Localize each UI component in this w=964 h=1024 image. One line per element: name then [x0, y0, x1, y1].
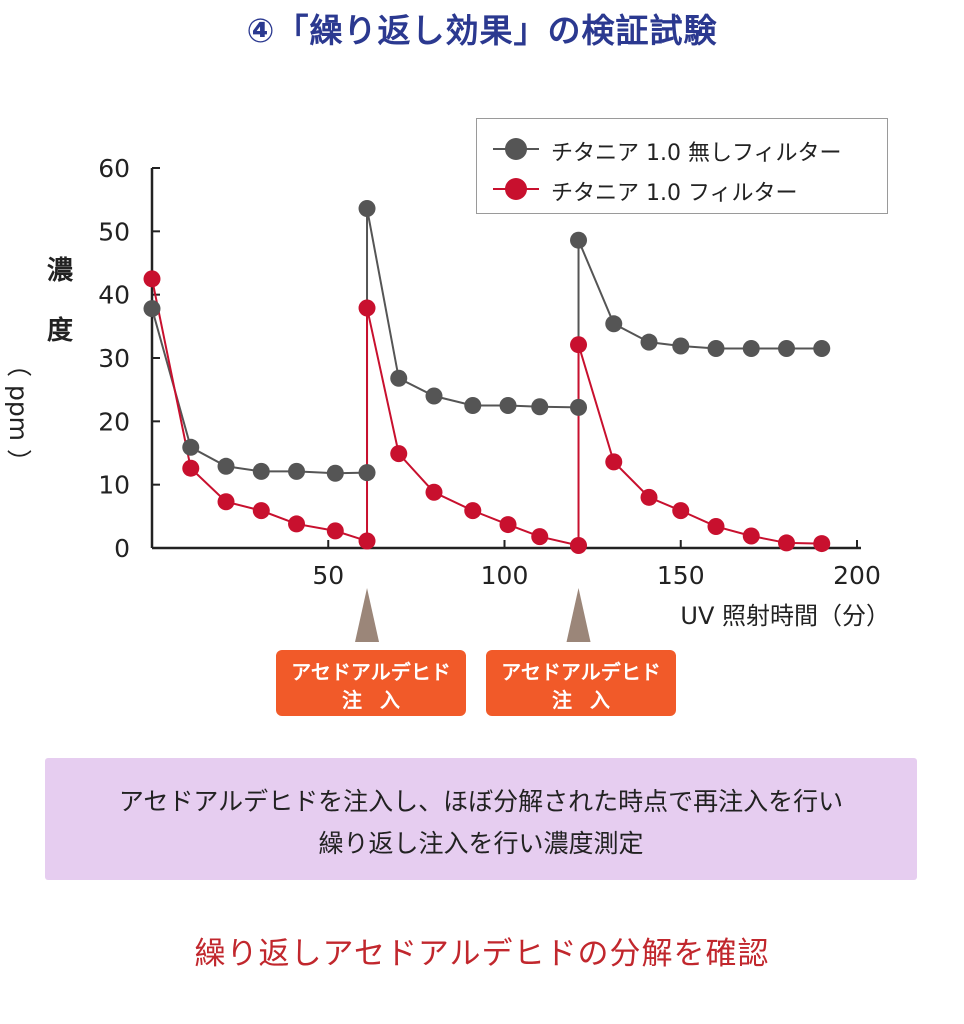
- y-tick-label: 30: [98, 344, 130, 373]
- data-point-series-1: [672, 337, 690, 355]
- data-point-series-1: [390, 369, 408, 387]
- data-point-series-1: [499, 397, 517, 414]
- data-point-series-2: [358, 532, 376, 550]
- data-point-series-2: [640, 488, 658, 506]
- legend-item-no-titania: チタニア 1.0 無しフィルター: [477, 129, 887, 169]
- legend-marker-titania: [505, 178, 527, 200]
- data-point-series-2: [707, 517, 725, 535]
- injection-label-2-line1: アセドアルデヒド: [501, 660, 661, 684]
- legend-marker-no-titania: [505, 138, 527, 160]
- data-point-series-2: [326, 522, 344, 540]
- data-point-series-1: [570, 398, 588, 416]
- data-point-series-2: [288, 515, 306, 533]
- data-point-series-1: [358, 200, 376, 218]
- data-point-series-1: [742, 340, 760, 357]
- description-line-1: アセドアルデヒドを注入し、ほぼ分解された時点で再注入を行い: [118, 787, 844, 816]
- injection-label-2-line2: 注入: [552, 688, 628, 712]
- data-point-series-1: [252, 462, 270, 480]
- data-point-series-2: [778, 534, 795, 552]
- y-axis-unit: （ ppm ）: [4, 352, 33, 474]
- injection-label-1-line1: アセドアルデヒド: [291, 660, 451, 684]
- data-point-series-2: [358, 299, 376, 317]
- x-tick-label: 150: [657, 561, 705, 590]
- data-point-series-1: [358, 464, 376, 482]
- data-point-series-2: [605, 453, 623, 471]
- data-point-series-2: [464, 502, 482, 520]
- data-point-series-1: [288, 462, 306, 480]
- data-point-series-2: [143, 270, 161, 288]
- injection-label-2: アセドアルデヒド 注入: [486, 650, 676, 716]
- injection-label-1-line2: 注入: [342, 688, 418, 712]
- data-point-series-1: [143, 300, 161, 318]
- data-point-series-1: [778, 340, 795, 357]
- data-point-series-2: [499, 516, 517, 534]
- y-tick-label: 0: [114, 534, 130, 563]
- data-point-series-2: [425, 483, 443, 501]
- y-axis-label: 濃 度: [40, 250, 80, 500]
- data-point-series-1: [531, 398, 549, 416]
- series-line-2: [151, 278, 822, 547]
- data-point-series-2: [742, 527, 760, 545]
- data-point-series-2: [182, 459, 200, 477]
- y-tick-label: 50: [98, 217, 130, 246]
- y-axis-label-char-2: 度: [46, 316, 73, 346]
- y-tick-label: 10: [98, 471, 130, 500]
- description-box: アセドアルデヒドを注入し、ほぼ分解された時点で再注入を行い 繰り返し注入を行い濃…: [45, 758, 917, 880]
- series-line-1: [151, 208, 822, 475]
- x-tick-label: 200: [833, 561, 881, 590]
- conclusion-text: 繰り返しアセドアルデヒドの分解を確認: [194, 936, 770, 972]
- data-point-series-2: [672, 502, 690, 520]
- data-point-series-1: [570, 231, 588, 249]
- data-point-series-1: [640, 333, 658, 351]
- data-point-series-1: [182, 438, 200, 456]
- y-axis-label-char-1: 濃: [46, 256, 73, 286]
- data-point-series-2: [570, 336, 588, 354]
- data-point-series-2: [390, 445, 408, 463]
- x-axis-label: UV 照射時間（分）: [680, 602, 890, 630]
- x-tick-label: 100: [481, 561, 529, 590]
- legend-label-no-titania: チタニア 1.0 無しフィルター: [551, 141, 842, 166]
- injection-label-1: アセドアルデヒド 注入: [276, 650, 466, 716]
- y-tick-label: 40: [98, 281, 130, 310]
- data-point-series-1: [425, 387, 443, 405]
- data-point-series-2: [217, 493, 235, 511]
- data-point-series-1: [813, 340, 831, 357]
- data-point-series-2: [813, 535, 831, 553]
- page-title: ④「繰り返し効果」の検証試験: [246, 11, 718, 50]
- injection-arrow: [355, 588, 380, 642]
- data-point-series-2: [252, 502, 270, 520]
- legend-item-titania: チタニア 1.0 フィルター: [477, 169, 887, 209]
- chart-legend: チタニア 1.0 無しフィルター チタニア 1.0 フィルター: [476, 118, 888, 214]
- y-tick-label: 60: [98, 154, 130, 183]
- data-point-series-1: [464, 397, 482, 414]
- x-tick-label: 50: [312, 561, 344, 590]
- data-point-series-1: [707, 340, 725, 357]
- y-tick-label: 20: [98, 407, 130, 436]
- data-point-series-1: [217, 457, 235, 475]
- injection-arrow: [566, 588, 591, 642]
- data-point-series-2: [570, 536, 588, 554]
- data-point-series-1: [605, 315, 623, 333]
- data-point-series-2: [531, 528, 549, 546]
- data-point-series-1: [326, 464, 344, 482]
- legend-label-titania: チタニア 1.0 フィルター: [551, 181, 798, 206]
- description-line-2: 繰り返し注入を行い濃度測定: [318, 829, 644, 858]
